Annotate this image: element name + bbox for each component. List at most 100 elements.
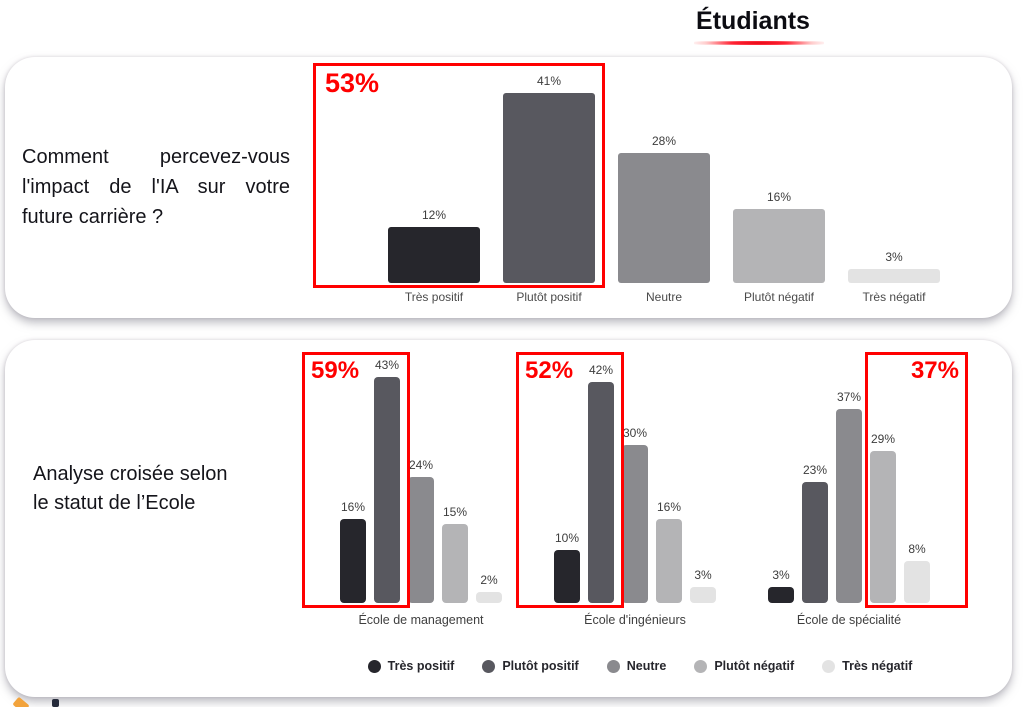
bar: [374, 377, 400, 603]
legend-label: Très négatif: [842, 659, 913, 673]
bar-value-label: 16%: [340, 500, 366, 514]
bar-value-label: 28%: [651, 134, 677, 148]
legend-item: Très négatif: [822, 659, 912, 673]
legend-dot-icon: [482, 659, 496, 673]
bar: [618, 153, 710, 283]
bar-value-label: 16%: [656, 500, 682, 514]
bar: [836, 409, 862, 603]
bottom-panel: Analyse croisée selon le statut de l’Eco…: [5, 340, 1012, 697]
bar-cell: 16%: [340, 500, 366, 603]
bar-group: 10% 42% 30% 16% 3% 52% École d'ingénieurs: [516, 350, 716, 627]
bar-value-label: 29%: [870, 432, 896, 446]
survey-question-line: future carrière ?: [22, 206, 164, 228]
legend-label: Neutre: [626, 659, 667, 673]
highlight-label: 52%: [525, 357, 574, 384]
bottom-chart-groups: 16% 43% 24% 15% 2% 59% École de management 10% 4…: [302, 350, 968, 627]
bar-value-label: 10%: [554, 531, 580, 545]
bar-cell: 16% Plutôt négatif: [733, 190, 825, 305]
survey-question: Comment percevez-vous l'impact de l'IA s…: [22, 142, 290, 232]
legend-dot-icon: [822, 659, 836, 673]
logo-dot-icon: [52, 699, 59, 707]
analysis-title-line: Analyse croisée selon: [33, 463, 228, 485]
group-bars: 16% 43% 24% 15% 2% 59%: [302, 350, 502, 608]
bar-value-label: 37%: [836, 390, 862, 404]
bar: [340, 519, 366, 603]
bar: [388, 227, 480, 283]
bar: [408, 477, 434, 603]
bar: [442, 524, 468, 603]
bar: [588, 382, 614, 603]
bar-cell: 30%: [622, 426, 648, 603]
survey-question-line: Comment percevez-vous: [22, 146, 290, 168]
group-bars: 3% 23% 37% 29% 8% 37%: [768, 350, 968, 608]
bar-cell: 10%: [554, 531, 580, 603]
highlight-label: 53%: [325, 68, 380, 98]
legend-label: Très positif: [387, 659, 455, 673]
bar: [733, 209, 825, 283]
legend: Très positif Plutôt positif Neutre Plutôt n…: [340, 659, 940, 673]
bar-cell: 3%: [768, 568, 794, 603]
bar-value-label: 30%: [622, 426, 648, 440]
bar-value-label: 12%: [421, 208, 447, 222]
bar: [904, 561, 930, 603]
page-title: Étudiants: [696, 7, 810, 35]
bar-group: 16% 43% 24% 15% 2% 59% École de management: [302, 350, 502, 627]
bar-cell: 42%: [588, 363, 614, 603]
bar: [476, 592, 502, 603]
survey-question-line: l'impact de l'IA sur votre: [22, 176, 290, 198]
group-label: École d'ingénieurs: [584, 613, 686, 627]
bar-value-label: 8%: [908, 542, 926, 556]
logo-stroke-icon: [12, 696, 30, 707]
bar-value-label: 24%: [408, 458, 434, 472]
bar-group: 3% 23% 37% 29% 8% 37% École de spécialité: [768, 350, 968, 627]
legend-dot-icon: [367, 659, 381, 673]
bar-value-label: 15%: [442, 505, 468, 519]
legend-dot-icon: [694, 659, 708, 673]
bar-value-label: 43%: [374, 358, 400, 372]
bar-value-label: 41%: [536, 74, 562, 88]
bar: [554, 550, 580, 603]
legend-label: Plutôt positif: [502, 659, 579, 673]
category-label: Plutôt négatif: [743, 290, 815, 304]
category-label: Très positif: [404, 290, 464, 304]
legend-label: Plutôt négatif: [714, 659, 795, 673]
top-panel: Comment percevez-vous l'impact de l'IA s…: [5, 57, 1012, 318]
bar-cell: 37%: [836, 390, 862, 603]
bar: [656, 519, 682, 603]
bar: [503, 93, 595, 283]
bar-cell: 16%: [656, 500, 682, 603]
highlight-label: 59%: [311, 357, 360, 384]
bar-value-label: 42%: [588, 363, 614, 377]
bar-cell: 3% Très négatif: [848, 250, 940, 305]
bar-cell: 28% Neutre: [618, 134, 710, 305]
bar-value-label: 3%: [694, 568, 712, 582]
analysis-title: Analyse croisée selon le statut de l’Eco…: [33, 460, 228, 518]
legend-dot-icon: [606, 659, 620, 673]
legend-item: Très positif: [367, 659, 455, 673]
bar-cell: 23%: [802, 463, 828, 603]
bar: [690, 587, 716, 603]
group-bars: 10% 42% 30% 16% 3% 52%: [516, 350, 716, 608]
category-label: Neutre: [645, 290, 683, 304]
highlight-label: 37%: [910, 357, 959, 384]
bar-cell: 15%: [442, 505, 468, 603]
legend-item: Neutre: [606, 659, 667, 673]
bar-cell: 12% Très positif: [388, 208, 480, 305]
logo-fragment: [10, 696, 62, 707]
bar: [768, 587, 794, 603]
bar-cell: 8%: [904, 542, 930, 603]
category-label: Plutôt positif: [516, 290, 582, 304]
bar: [622, 445, 648, 603]
title-underline-decoration: [694, 41, 824, 45]
group-label: École de spécialité: [796, 613, 902, 627]
bar-cell: 41% Plutôt positif: [503, 74, 595, 305]
bar: [848, 269, 940, 283]
bar-value-label: 23%: [802, 463, 828, 477]
bar: [870, 451, 896, 603]
bar-cell: 2%: [476, 573, 502, 603]
analysis-title-line: le statut de l’Ecole: [33, 492, 196, 514]
bar-cell: 24%: [408, 458, 434, 603]
legend-item: Plutôt positif: [482, 659, 579, 673]
bar-cell: 29%: [870, 432, 896, 603]
